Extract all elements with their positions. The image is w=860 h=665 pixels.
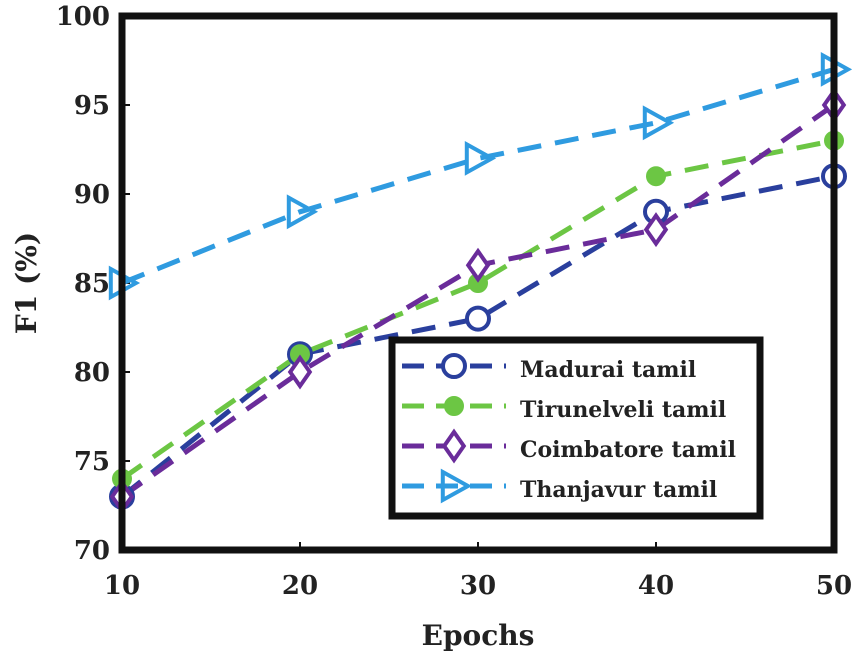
y-tick-label: 75: [74, 447, 110, 477]
data-point-tirunelveli: [646, 166, 666, 187]
y-tick-label: 100: [56, 2, 110, 32]
legend-marker-sample: [441, 353, 467, 379]
y-tick-label: 85: [74, 269, 110, 299]
y-tick-label: 70: [74, 536, 110, 566]
x-tick-label: 50: [816, 571, 852, 601]
data-point-thanjavur: [286, 194, 319, 230]
x-tick-label: 30: [460, 571, 496, 601]
legend-label-thanjavur: Thanjavur tamil: [520, 477, 717, 503]
x-tick-label: 40: [638, 571, 674, 601]
plot-frame: [118, 12, 838, 554]
legend-label-coimbatore: Coimbatore tamil: [520, 437, 736, 463]
legend-marker-sample: [444, 396, 464, 416]
data-point-thanjavur: [464, 141, 497, 176]
y-tick-label: 80: [74, 358, 110, 388]
data-point-coimbatore: [643, 212, 669, 248]
data-point-coimbatore: [287, 354, 313, 390]
data-point-thanjavur: [642, 105, 675, 141]
y-axis-label: F1 (%): [10, 232, 43, 334]
x-tick-label: 10: [104, 571, 140, 601]
x-axis-label: Epochs: [422, 619, 535, 652]
series-markers: [108, 52, 853, 515]
legend-samples: [402, 353, 506, 504]
data-point-madurai: [465, 305, 491, 332]
legend-marker-sample: [441, 428, 467, 464]
legend-label-tirunelveli: Tirunelveli tamil: [520, 397, 726, 423]
series-line-thanjavur: [121, 67, 835, 286]
y-tick-label: 90: [74, 180, 110, 210]
y-tick-label: 95: [74, 91, 110, 121]
x-tick-label: 20: [282, 571, 318, 601]
legend-label-madurai: Madurai tamil: [520, 357, 696, 383]
legend-marker-sample: [440, 468, 473, 504]
data-point-coimbatore: [465, 247, 491, 283]
legend: Madurai tamil Tirunelveli tamil Coimbato…: [388, 336, 764, 520]
axis-ticks: 70 75 80 85 90 95 100 10 20 30 40 50: [56, 2, 852, 601]
